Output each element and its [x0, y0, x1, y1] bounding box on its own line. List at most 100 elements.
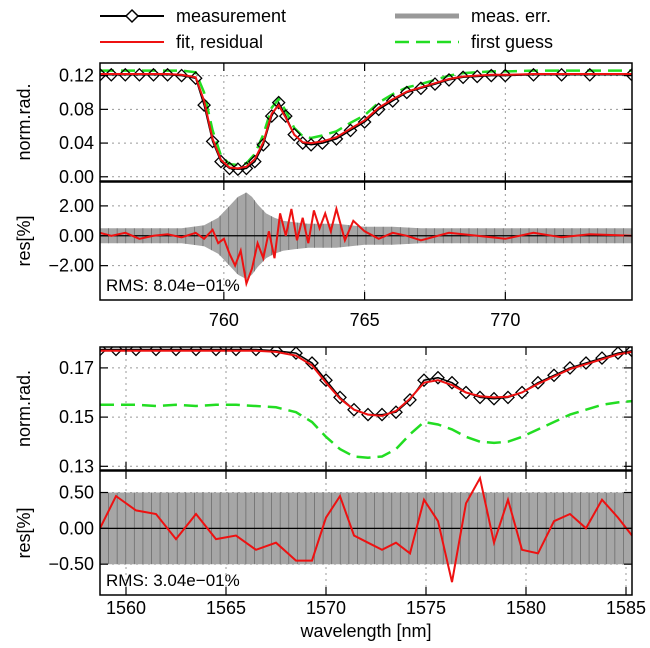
measurement-marker [547, 368, 561, 383]
x-tick-label: 1580 [506, 598, 546, 618]
legend-label: fit, residual [176, 32, 263, 52]
y-axis-label: res[%] [14, 215, 34, 266]
y-axis-label: norm.rad. [14, 370, 34, 447]
residual-subplot: RMS: 3.04e−01% −0.50 0.00 0.50 res[%] [14, 470, 633, 596]
x-tick-label: 1570 [306, 598, 346, 618]
fit-line [100, 73, 632, 170]
measurement-marker [118, 67, 133, 82]
measurement-marker [375, 407, 389, 422]
rms-label: RMS: 8.04e−01% [106, 276, 240, 295]
measurement-marker [100, 67, 107, 82]
measurement-marker [295, 136, 310, 151]
measurement-marker [417, 373, 431, 388]
residual-line [100, 204, 632, 288]
legend-label: first guess [471, 32, 553, 52]
x-tick-label: 1575 [406, 598, 446, 618]
legend-item: first guess [395, 32, 553, 52]
measurement-marker [264, 109, 279, 124]
measurement-marker [305, 356, 319, 370]
measurement-markers [100, 347, 632, 422]
y-tick-label: 0.04 [59, 133, 94, 153]
measurement-marker [160, 67, 175, 82]
x-tick-label: 1565 [206, 598, 246, 618]
measurement-markers [100, 67, 632, 177]
measurement-marker [256, 137, 271, 152]
y-tick-label: 0.13 [59, 456, 94, 476]
y-axis-label: res[%] [14, 507, 34, 558]
radiance-subplot: 0.13 0.15 0.17 norm.rad. [14, 346, 633, 476]
measurement-marker [197, 98, 212, 113]
axes-frame [99, 346, 633, 471]
y-axis-label: norm.rad. [14, 83, 34, 160]
y-tick-label: 2.00 [59, 196, 94, 216]
axes-frame [99, 181, 633, 301]
legend-label: meas. err. [471, 6, 551, 26]
measurement-marker [445, 375, 459, 390]
measurement-marker [526, 67, 541, 82]
tick-marks [100, 471, 632, 595]
measurement-marker [271, 95, 286, 110]
chart-panel: 0.00 0.04 0.08 0.12 norm.rad. RMS: 8.04e−01%−… [14, 62, 633, 330]
x-tick-label: 760 [209, 310, 239, 330]
measurement-marker [289, 347, 303, 361]
measurement-marker [625, 347, 632, 358]
legend-item: meas. err. [395, 6, 551, 26]
measurement-marker [205, 134, 220, 149]
measurement-line [100, 74, 632, 170]
x-axis-label: wavelength [nm] [299, 621, 431, 641]
plot-area [100, 192, 632, 288]
y-tick-label: −2.00 [48, 256, 94, 276]
measurement-marker [554, 67, 569, 82]
measurement-marker [269, 347, 283, 358]
grid-lines [100, 63, 632, 181]
y-tick-label: 0.15 [59, 407, 94, 427]
rms-label: RMS: 3.04e−01% [106, 571, 240, 590]
x-tick-label: 1585 [606, 598, 646, 618]
plot-area [100, 475, 632, 583]
measurement-marker [531, 375, 545, 390]
legend-item: fit, residual [100, 32, 263, 52]
x-tick-label: 770 [490, 310, 520, 330]
measurement-marker [104, 67, 119, 82]
measurement-marker [329, 131, 344, 146]
axes-frame [99, 470, 633, 596]
y-tick-label: 0.00 [59, 518, 94, 538]
measurement-marker [278, 109, 293, 124]
measurement-marker [239, 161, 254, 176]
x-tick-label: 1560 [106, 598, 146, 618]
measurement-marker [563, 360, 577, 375]
measurement-marker [579, 356, 593, 370]
plot-area [100, 347, 632, 459]
grid-lines [100, 347, 632, 470]
measurement-marker [498, 68, 513, 83]
axes-frame [99, 62, 633, 182]
measurement-marker [357, 115, 372, 129]
measurement-marker [385, 93, 400, 108]
legend-item: measurement [100, 6, 286, 26]
y-tick-label: 0.17 [59, 358, 94, 378]
measurement-marker [214, 154, 228, 169]
measurement-marker [287, 127, 302, 142]
measurement-marker [146, 67, 161, 82]
first-guess-line [100, 399, 632, 459]
radiance-subplot: 0.00 0.04 0.08 0.12 norm.rad. [14, 62, 633, 187]
measurement-marker [247, 154, 262, 169]
measurement-marker [484, 68, 499, 83]
measurement-line [100, 348, 632, 416]
legend-label: measurement [176, 6, 286, 26]
measurement-marker [595, 351, 609, 366]
measurement-marker [431, 370, 445, 385]
measurement-marker [343, 123, 358, 138]
chart-panel: 0.13 0.15 0.17 norm.rad. RMS: 3.04e−01% −0.50… [14, 346, 646, 618]
tick-marks [100, 347, 632, 470]
residual-subplot: RMS: 8.04e−01% −2.00 0.00 2.00 res[%] [14, 181, 633, 301]
measurement-marker [403, 392, 417, 407]
measurement-marker [611, 347, 625, 361]
y-tick-label: 0.08 [59, 99, 94, 119]
measurement-marker [371, 102, 386, 117]
legend-marker [124, 8, 140, 24]
y-tick-label: 0.50 [59, 483, 94, 503]
plot-area [100, 67, 632, 177]
